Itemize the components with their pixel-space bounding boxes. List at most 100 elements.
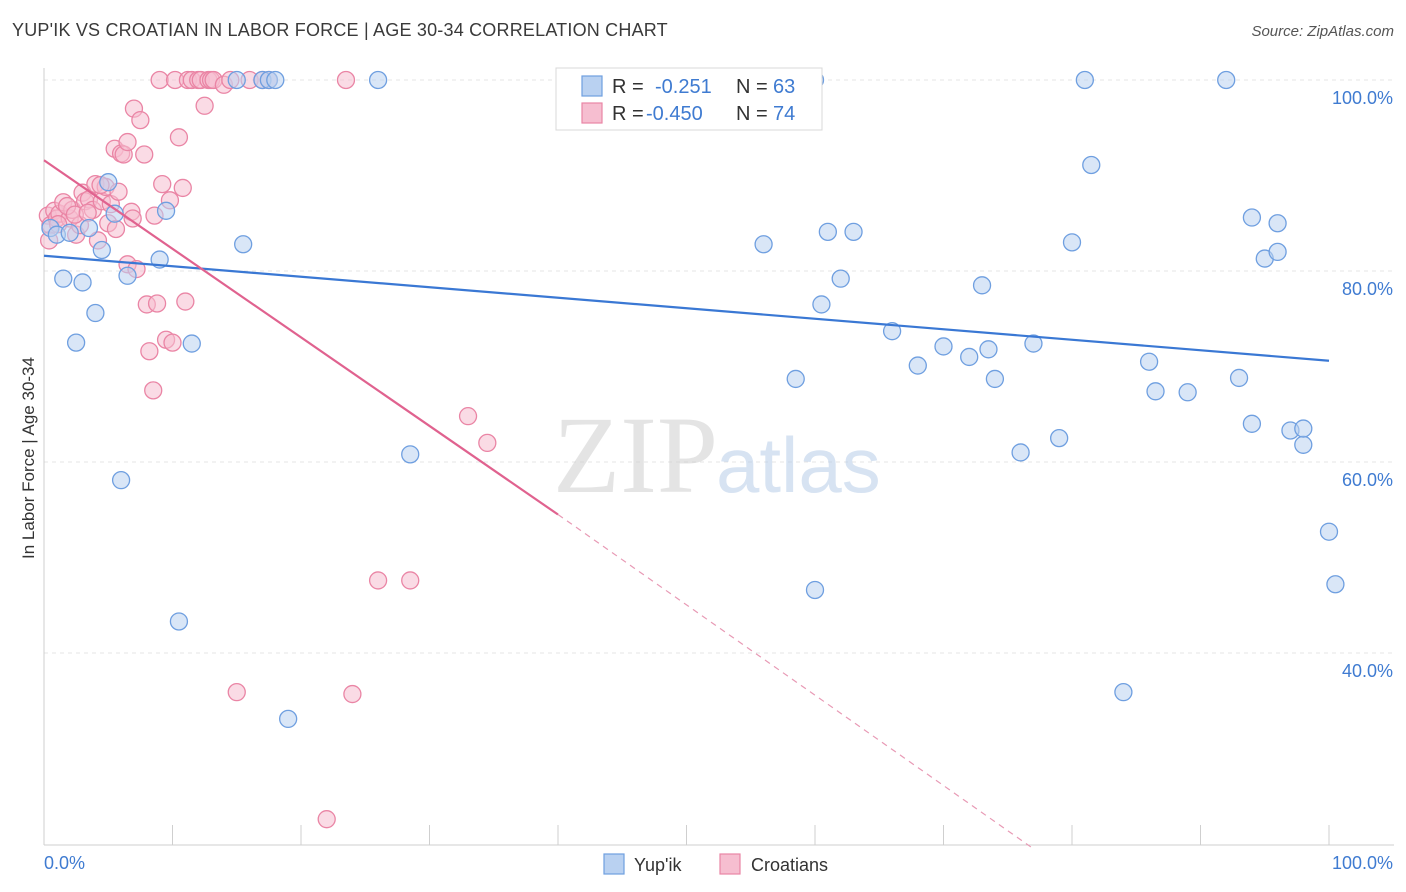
yupik-point-52 [1229,368,1249,388]
legend-croatians-n-value: 74 [773,103,795,125]
croatians-point-36 [153,174,172,194]
yupik-point-61 [1319,522,1339,541]
y-tick-label-2: 60.0% [1342,470,1393,490]
legend-swatch-croatians [581,102,603,124]
yupik-point-6 [79,218,99,238]
croatians-point-39 [163,333,182,352]
watermark-atlas: atlas [716,421,881,509]
y-tick-label-3: 40.0% [1342,661,1393,681]
y-tick-label-0: 100.0% [1332,88,1393,108]
croatians-point-71 [106,219,126,239]
yupik-point-2 [54,269,73,288]
yupik-point-59 [1294,435,1313,454]
yupik-point-22 [278,709,298,729]
yupik-point-30 [812,295,831,314]
yupik-point-13 [156,201,176,220]
yupik-point-47 [1114,683,1133,702]
yupik-point-12 [118,266,137,285]
yupik-point-45 [1075,70,1094,90]
yupik-point-21 [266,70,285,90]
legend-croatians-r-label: R = [612,103,644,125]
series-yupik-points [41,70,1345,729]
yupik-point-3 [60,223,79,242]
legend-croatians-n-label: N = [736,103,768,125]
bottom-legend-label-croatians: Croatians [751,855,828,875]
yupik-point-11 [111,470,131,490]
croatians-point-24 [118,132,137,152]
croatians-point-42 [173,178,192,198]
yupik-point-26 [754,235,773,254]
yupik-point-16 [182,334,201,353]
yupik-point-48 [1139,352,1159,371]
croatians-point-30 [135,145,154,164]
yupik-point-41 [1011,443,1030,462]
y-tick-label-1: 80.0% [1342,279,1393,299]
yupik-point-49 [1146,382,1165,401]
yupik-point-35 [908,356,927,375]
croatians-point-59 [336,70,356,90]
croatians-point-58 [317,810,336,829]
stats-legend: R = -0.251 N = 63 R = -0.450 N = 74 [555,67,823,131]
croatians-point-62 [401,571,420,590]
chart-source: Source: ZipAtlas.com [1251,23,1394,40]
yupik-point-56 [1268,242,1287,262]
croatians-point-41 [169,128,189,147]
croatians-point-32 [140,342,159,361]
series-legend: Yup'ik Croatians [603,853,828,875]
croatians-point-33 [144,381,163,400]
yupik-point-51 [1217,70,1236,90]
gridlines [44,79,1394,654]
yupik-point-23 [368,70,388,90]
croatians-point-61 [368,571,388,590]
yupik-point-17 [227,70,246,90]
yupik-point-9 [99,173,118,192]
yupik-point-37 [960,347,979,367]
trend-line-yupik [43,254,1330,362]
croatians-point-64 [478,433,497,453]
yupik-point-27 [786,369,805,389]
yupik-point-39 [979,340,998,359]
yupik-point-40 [985,369,1005,389]
x-tick-label-right: 100.0% [1332,853,1393,873]
yupik-point-36 [934,337,953,356]
croatians-point-54 [227,683,246,702]
yupik-point-32 [831,269,850,288]
yupik-point-62 [1326,575,1345,594]
croatians-point-29 [131,110,150,130]
croatians-point-35 [150,70,169,90]
croatians-point-48 [195,96,214,115]
yupik-point-46 [1082,155,1101,175]
yupik-point-57 [1268,214,1287,233]
legend-yupik-n-label: N = [736,76,768,98]
y-tick-labels: 100.0% 80.0% 60.0% 40.0% [1332,88,1393,681]
yupik-point-15 [169,612,189,631]
yupik-point-54 [1242,208,1262,227]
yupik-point-44 [1062,233,1082,252]
bottom-legend-label-yupik: Yup'ik [634,855,682,875]
bottom-legend-swatch-yupik [603,853,625,875]
croatians-point-34 [147,294,167,313]
yupik-point-60 [1294,419,1313,438]
trend-line-croatians-extension [557,514,1034,850]
watermark-zip: ZIP [553,394,718,516]
yupik-point-50 [1178,383,1197,402]
yupik-point-34 [882,322,902,341]
legend-swatch-yupik [581,75,603,97]
yupik-point-33 [844,222,863,241]
yupik-point-43 [1050,428,1069,448]
yupik-point-4 [66,333,86,352]
legend-croatians-r-value: -0.450 [646,103,703,125]
yupik-point-24 [401,445,420,464]
yupik-point-7 [86,303,105,323]
yupik-point-53 [1242,414,1262,433]
bottom-legend-swatch-croatians [719,853,741,875]
yupik-point-28 [805,580,825,600]
trend-lines [43,159,1330,850]
croatians-point-72 [123,209,142,228]
trend-line-croatians [43,159,559,516]
legend-yupik-r-label: R = [612,76,644,98]
croatians-point-43 [176,292,195,311]
yupik-point-31 [818,222,837,241]
yupik-point-8 [92,240,111,260]
